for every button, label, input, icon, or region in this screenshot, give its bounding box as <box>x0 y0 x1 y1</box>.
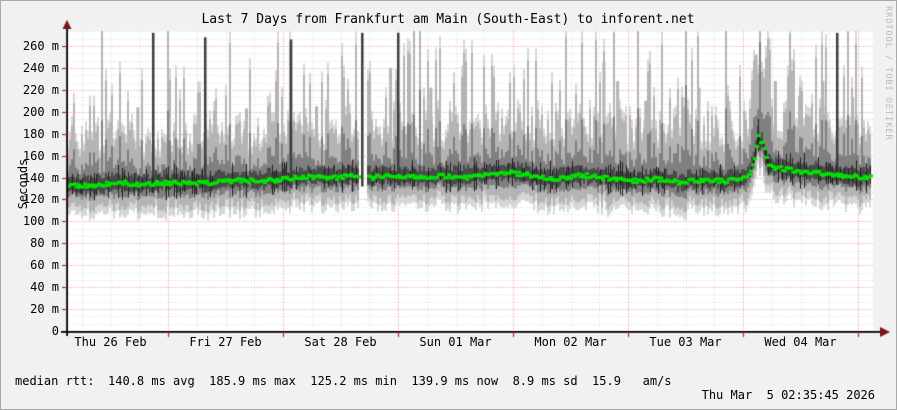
y-tick-label: 80 m <box>30 236 59 251</box>
y-tick-label: 0 <box>51 324 59 338</box>
chart-title: Last 7 Days from Frankfurt am Main (Sout… <box>201 12 695 27</box>
generated-timestamp: Thu Mar 5 02:35:45 2026 <box>701 388 875 402</box>
y-tick-label: 220 m <box>22 82 59 97</box>
median-rtt-label: median rtt: <box>15 374 95 388</box>
y-tick-label: 140 m <box>22 170 59 185</box>
y-tick-label: 40 m <box>30 280 59 295</box>
y-tick-label: 200 m <box>22 104 59 119</box>
y-tick-label: 240 m <box>22 60 59 75</box>
y-tick-label: 180 m <box>22 126 59 141</box>
y-tick-label: 160 m <box>22 148 59 163</box>
stats-block: median rtt: 140.8 ms avg 185.9 ms max 125… <box>15 345 672 409</box>
y-tick-label: 100 m <box>22 214 59 229</box>
median-rtt-row: median rtt: 140.8 ms avg 185.9 ms max 125… <box>15 374 672 389</box>
x-day-label: Tue 03 Mar <box>649 335 722 349</box>
y-tick-label: 260 m <box>22 39 59 53</box>
latency-smoke-plot <box>1 1 896 343</box>
x-day-label: Thu 26 Feb <box>74 335 147 349</box>
x-day-label: Sun 01 Mar <box>419 335 492 349</box>
y-tick-label: 120 m <box>22 192 59 207</box>
x-day-label: Mon 02 Mar <box>534 335 607 349</box>
x-day-label: Fri 27 Feb <box>189 335 262 349</box>
x-day-label: Wed 04 Mar <box>764 335 837 349</box>
median-rtt-values: 140.8 ms avg 185.9 ms max 125.2 ms min 1… <box>108 374 672 388</box>
y-tick-label: 60 m <box>30 258 59 273</box>
y-tick-label: 20 m <box>30 302 59 317</box>
x-day-label: Sat 28 Feb <box>304 335 377 349</box>
rrdtool-watermark: RRDTOOL / TOBI OETIKER <box>883 6 893 141</box>
